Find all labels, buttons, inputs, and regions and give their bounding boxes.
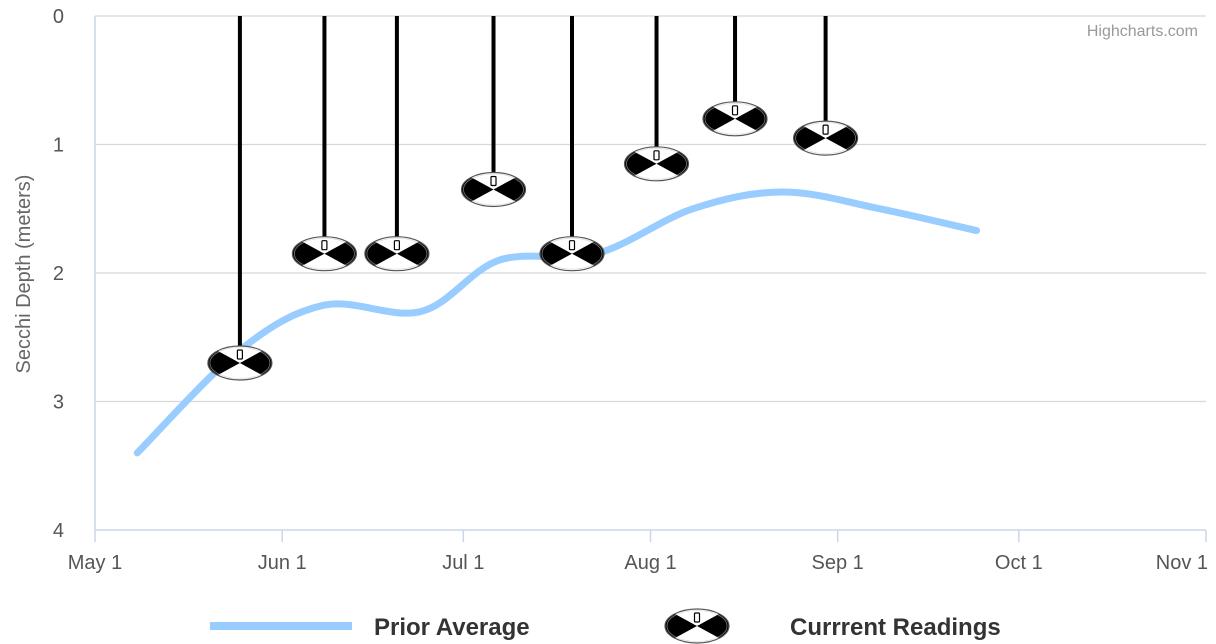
- series-line-prior-average: [133, 188, 981, 457]
- current-reading-point: [793, 16, 859, 156]
- x-tick-label: Jul 1: [442, 552, 484, 574]
- secchi-disk-marker: [793, 120, 859, 156]
- current-reading-point: [624, 16, 690, 182]
- secchi-disk-marker: [291, 236, 357, 272]
- plot-area: [133, 16, 981, 457]
- legend-label-current-readings: Currrent Readings: [790, 614, 1001, 641]
- current-reading-point: [207, 16, 273, 381]
- legend-item-current-readings[interactable]: Currrent Readings: [664, 608, 1001, 644]
- x-tick-label: May 1: [68, 552, 122, 574]
- current-reading-point: [364, 16, 430, 272]
- secchi-disk-marker: [702, 101, 768, 137]
- x-tick-label: Sep 1: [812, 552, 864, 574]
- secchi-disk-marker: [364, 236, 430, 272]
- x-tick-label: Nov 1: [1156, 552, 1208, 574]
- secchi-disk-icon: [664, 608, 730, 644]
- legend-item-prior-average[interactable]: Prior Average: [210, 614, 530, 641]
- y-axis-title: Secchi Depth (meters): [13, 175, 35, 374]
- y-tick-label: 1: [53, 135, 64, 157]
- current-reading-point: [291, 16, 357, 272]
- current-reading-point: [539, 16, 605, 272]
- y-tick-label: 2: [53, 263, 64, 285]
- secchi-disk-marker: [539, 236, 605, 272]
- y-tick-label: 3: [53, 392, 64, 414]
- x-tick-label: Aug 1: [624, 552, 676, 574]
- x-tick-label: Oct 1: [995, 552, 1043, 574]
- grid: [95, 15, 1206, 403]
- y-tick-label: 4: [53, 520, 64, 542]
- secchi-disk-marker: [461, 172, 527, 208]
- credits-link[interactable]: Highcharts.com: [1087, 23, 1198, 40]
- x-tick-label: Jun 1: [258, 552, 307, 574]
- legend: Prior Average Currrent Readings: [210, 608, 1001, 644]
- current-reading-point: [461, 16, 527, 208]
- current-reading-point: [702, 16, 768, 137]
- y-tick-label: 0: [53, 6, 64, 28]
- legend-label-prior-average: Prior Average: [374, 614, 530, 641]
- secchi-disk-marker: [624, 146, 690, 182]
